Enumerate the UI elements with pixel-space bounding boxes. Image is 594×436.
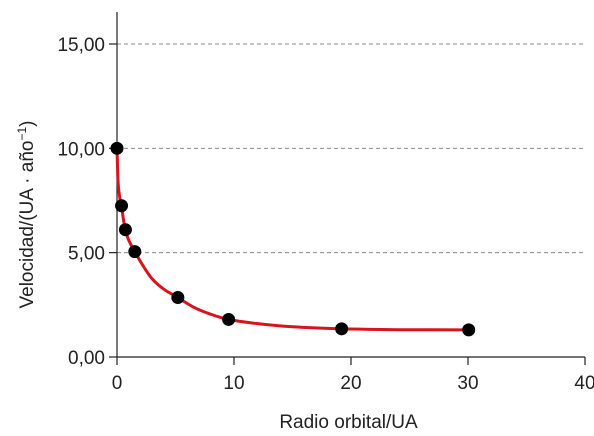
y-axis-title-superscript: −1 (15, 127, 29, 141)
data-point-5 (222, 312, 236, 326)
axis-ticks (109, 43, 586, 365)
data-point-3 (128, 245, 142, 259)
y-tick-label-15: 15,00 (57, 35, 105, 56)
x-tick-label-40: 40 (574, 373, 594, 394)
y-axis-title-close: ) (17, 121, 38, 127)
data-point-6 (335, 322, 349, 336)
data-point-2 (118, 223, 132, 237)
data-point-4 (171, 291, 185, 305)
y-tick-label-10: 10,00 (57, 139, 105, 160)
grid-lines (117, 43, 585, 254)
x-axis-title: Radio orbital/UA (279, 412, 418, 433)
data-point-7 (462, 323, 476, 337)
fit-curve (115, 148, 469, 332)
data-points (110, 141, 476, 337)
y-axis-title: Velocidad/(UA · año−1) (15, 121, 38, 309)
x-tick-label-10: 10 (223, 373, 244, 394)
y-tick-label-0: 0,00 (68, 348, 105, 369)
y-tick-label-5: 5,00 (68, 244, 105, 265)
x-tick-label-20: 20 (340, 373, 361, 394)
x-tick-label-0: 0 (112, 373, 123, 394)
y-axis-title-main: Velocidad/(UA · año (17, 141, 38, 309)
x-tick-label-30: 30 (457, 373, 478, 394)
tick-labels: 0,00 5,00 10,00 15,00 0 10 20 30 40 (57, 35, 594, 394)
data-point-0 (110, 141, 124, 155)
data-point-1 (115, 199, 129, 213)
